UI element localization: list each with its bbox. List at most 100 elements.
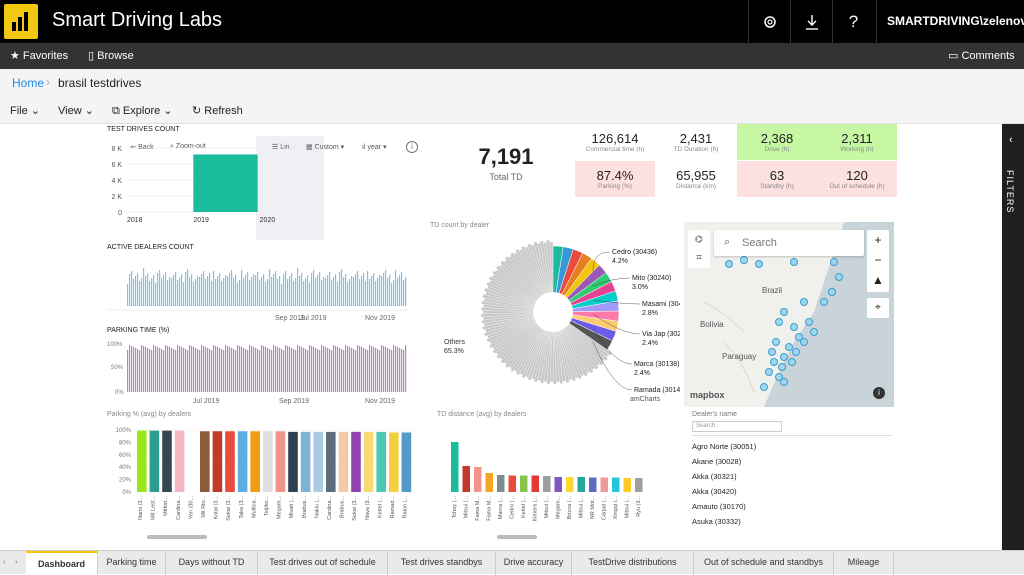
map-marker[interactable]: [780, 378, 788, 386]
map-marker[interactable]: [792, 348, 800, 356]
map-marker[interactable]: [830, 258, 838, 266]
view-menu[interactable]: View ⌄: [58, 105, 94, 117]
refresh-button[interactable]: ↻ Refresh: [192, 105, 243, 117]
download-icon[interactable]: [790, 0, 832, 43]
map-marker[interactable]: [788, 358, 796, 366]
map-marker[interactable]: [835, 273, 843, 281]
help-icon[interactable]: ?: [832, 0, 874, 43]
pbd-bar[interactable]: [263, 431, 273, 492]
pbd-scrollbar[interactable]: [147, 535, 207, 539]
pbd-bar[interactable]: [149, 430, 160, 492]
map-marker[interactable]: [775, 373, 783, 381]
pbd-bar[interactable]: [137, 430, 147, 492]
custom-dropdown[interactable]: ▦ Custom ▾: [306, 144, 345, 151]
map-marker[interactable]: [770, 358, 778, 366]
app-logo-icon[interactable]: [4, 4, 38, 39]
map-marker[interactable]: [800, 298, 808, 306]
dealer-list-item[interactable]: Agro Norte (30051): [692, 442, 757, 451]
dbd-bar[interactable]: [531, 475, 540, 493]
map-marker[interactable]: [775, 318, 783, 326]
tab-out-of-schedule-and-standbys[interactable]: Out of schedule and standbys: [694, 551, 834, 575]
map-marker[interactable]: [725, 260, 733, 268]
map-marker[interactable]: [780, 353, 788, 361]
tab-test-drives-out-of-schedule[interactable]: Test drives out of schedule: [258, 551, 388, 575]
dbd-bar[interactable]: [497, 475, 505, 492]
tab-testdrive-distributions[interactable]: TestDrive distributions: [572, 551, 694, 575]
dealer-search-input[interactable]: Search: [692, 421, 782, 432]
map-marker[interactable]: [760, 383, 768, 391]
filters-pane[interactable]: ‹: [1002, 124, 1024, 550]
tab-scroll-right-icon[interactable]: ›: [15, 557, 18, 566]
dbd-bar[interactable]: [474, 467, 482, 492]
dealer-list-item[interactable]: Akka (30420): [692, 487, 737, 496]
pbd-bar[interactable]: [389, 432, 399, 492]
dbd-bar[interactable]: [635, 478, 643, 492]
map-locate-icon[interactable]: ⌖: [867, 298, 889, 318]
pbd-bar[interactable]: [376, 431, 386, 492]
map-marker[interactable]: [765, 368, 773, 376]
map-zoom-controls[interactable]: + − ▲: [867, 230, 889, 292]
pbd-bar[interactable]: [200, 431, 210, 492]
tab-dashboard[interactable]: Dashboard: [26, 551, 98, 575]
dealer-list-item[interactable]: Asuka (30332): [692, 517, 741, 526]
pbd-bar[interactable]: [237, 431, 248, 492]
dbd-bar[interactable]: [612, 477, 620, 493]
info-icon[interactable]: i: [406, 141, 418, 153]
settings-gear-icon[interactable]: [748, 0, 790, 43]
tdc-bar[interactable]: [193, 154, 258, 212]
pbd-bar[interactable]: [187, 430, 197, 492]
dealer-map[interactable]: ⌬ ⌗ ⌕ Search + − ▲ ⌖ Brazil Bolivia Paragua…: [684, 222, 894, 407]
map-marker[interactable]: [820, 298, 828, 306]
lin-toggle[interactable]: ☰ Lin: [272, 144, 290, 151]
dealer-list-item[interactable]: Akane (30028): [692, 457, 742, 466]
file-menu[interactable]: File ⌄: [10, 105, 41, 117]
chevron-left-icon[interactable]: ‹: [1009, 134, 1013, 146]
user-account[interactable]: SMARTDRIVING\zelenov: [876, 0, 1024, 43]
pbd-bar[interactable]: [250, 431, 260, 492]
pbd-bar[interactable]: [401, 432, 412, 492]
pbd-bar[interactable]: [313, 431, 323, 492]
map-marker[interactable]: [828, 288, 836, 296]
map-marker[interactable]: [790, 258, 798, 266]
year-dropdown[interactable]: ıl year ▾: [362, 144, 387, 151]
breadcrumb-home[interactable]: Home: [12, 76, 45, 90]
map-marker[interactable]: [800, 338, 808, 346]
dbd-bar[interactable]: [543, 476, 551, 492]
map-draw-tools[interactable]: ⌬ ⌗: [688, 230, 710, 268]
dealer-list-item[interactable]: Amauto (30170): [692, 502, 746, 511]
tab-parking-time[interactable]: Parking time: [98, 551, 166, 575]
pbd-bar[interactable]: [338, 431, 349, 492]
pbd-bar[interactable]: [326, 431, 336, 492]
pbd-bar[interactable]: [212, 431, 223, 492]
pbd-bar[interactable]: [162, 430, 172, 492]
browse-button[interactable]: ▯ Browse: [88, 50, 134, 62]
dbd-bar[interactable]: [554, 477, 563, 492]
comments-button[interactable]: ▭ Comments: [948, 50, 1015, 62]
map-marker[interactable]: [810, 328, 818, 336]
tab-scroll-left-icon[interactable]: ‹: [3, 557, 6, 566]
map-search-box[interactable]: ⌕ Search: [714, 230, 864, 256]
dbd-scrollbar[interactable]: [497, 535, 537, 539]
map-marker[interactable]: [772, 338, 780, 346]
dbd-bar[interactable]: [577, 477, 586, 492]
pbd-bar[interactable]: [351, 431, 361, 492]
map-marker[interactable]: [785, 343, 793, 351]
back-button[interactable]: 🠔 Back: [130, 144, 154, 151]
map-marker[interactable]: [740, 256, 748, 264]
pbd-bar[interactable]: [288, 431, 298, 492]
tab-drive-accuracy[interactable]: Drive accuracy: [496, 551, 572, 575]
explore-menu[interactable]: ⧉ Explore ⌄: [112, 105, 173, 117]
dbd-bar[interactable]: [451, 442, 459, 492]
tab-days-without-td[interactable]: Days without TD: [166, 551, 258, 575]
dbd-bar[interactable]: [600, 477, 609, 493]
pbd-bar[interactable]: [174, 430, 185, 492]
map-marker[interactable]: [805, 318, 813, 326]
dbd-bar[interactable]: [462, 466, 471, 492]
pbd-bar[interactable]: [363, 431, 374, 492]
map-marker[interactable]: [755, 260, 763, 268]
map-marker[interactable]: [780, 308, 788, 316]
pbd-bar[interactable]: [300, 431, 311, 492]
dbd-bar[interactable]: [566, 477, 574, 492]
map-info-icon[interactable]: i: [873, 387, 885, 399]
map-marker[interactable]: [768, 348, 776, 356]
